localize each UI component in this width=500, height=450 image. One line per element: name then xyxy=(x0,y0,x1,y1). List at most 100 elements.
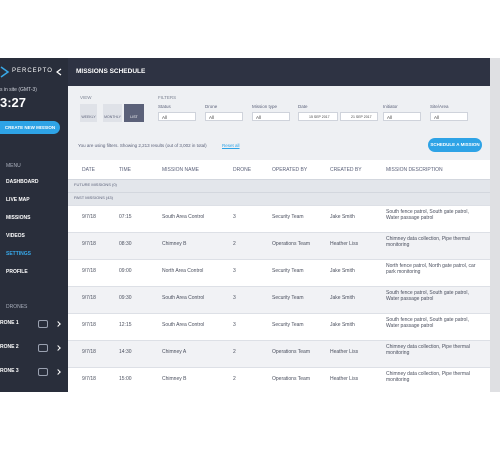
table-row[interactable] xyxy=(68,340,490,368)
table-cell: Operations Team xyxy=(272,241,310,247)
drone-icon xyxy=(38,344,48,352)
table-cell: 9/7/18 xyxy=(82,322,96,328)
table-cell: South Area Control xyxy=(162,214,205,220)
column-header: OPERATED BY xyxy=(272,167,308,173)
table-cell: Jake Smith xyxy=(330,295,355,301)
menu-item[interactable]: DASHBOARD xyxy=(6,179,39,185)
table-cell: Jake Smith xyxy=(330,268,355,274)
sidebar xyxy=(0,58,68,392)
drone-item[interactable]: RONE 2 xyxy=(0,344,19,350)
table-cell: 9/7/18 xyxy=(82,349,96,355)
group-label: FUTURE MISSIONS (0) xyxy=(74,182,117,187)
clock: 3:27 xyxy=(0,95,27,110)
group-row xyxy=(68,179,490,193)
table-cell: South Area Control xyxy=(162,322,205,328)
page-title: MISSIONS SCHEDULE xyxy=(76,68,146,75)
menu-item[interactable]: MISSIONS xyxy=(6,215,31,221)
table-cell: 09:00 xyxy=(119,268,132,274)
menu-item[interactable]: SETTINGS xyxy=(6,251,32,257)
filter-label: Site/Area xyxy=(430,104,449,109)
table-cell: 9/7/18 xyxy=(82,268,96,274)
table-cell: 9/7/18 xyxy=(82,214,96,220)
drone-item[interactable]: RONE 1 xyxy=(0,320,19,326)
table-cell: 12:15 xyxy=(119,322,132,328)
column-header: DATE xyxy=(82,167,95,173)
mission-description: Chimney data collection, Pipe thermal mo… xyxy=(386,236,470,248)
schedule-mission-button[interactable]: SCHEDULE A MISSION xyxy=(428,138,482,152)
drone-icon xyxy=(38,368,48,376)
table-cell: North Area Control xyxy=(162,268,204,274)
table-cell: South Area Control xyxy=(162,295,205,301)
table-cell: 2 xyxy=(233,241,236,247)
table-cell: Heather Liss xyxy=(330,349,359,355)
column-header: DRONE xyxy=(233,167,252,173)
table-cell: 07:15 xyxy=(119,214,132,220)
table-cell: Operations Team xyxy=(272,349,310,355)
group-label: PAST MISSIONS (43) xyxy=(74,195,113,200)
table-cell: 3 xyxy=(233,268,236,274)
column-header: MISSION NAME xyxy=(162,167,199,173)
table-cell: 14:30 xyxy=(119,349,132,355)
filter-dropdown[interactable]: All xyxy=(252,112,290,121)
table-cell: 08:30 xyxy=(119,241,132,247)
date-from[interactable]: 15 SEP 2017 xyxy=(298,112,338,121)
timezone: s in site (GMT-3) xyxy=(0,87,37,93)
create-mission-button[interactable]: CREATE NEW MISSION xyxy=(0,121,60,134)
view-label: VIEW xyxy=(80,95,92,100)
table-cell: 3 xyxy=(233,214,236,220)
table-cell: Chimney B xyxy=(162,241,187,247)
filter-dropdown[interactable]: All xyxy=(430,112,468,121)
table-cell: 09:30 xyxy=(119,295,132,301)
filter-label: Date xyxy=(298,104,308,109)
view-option[interactable]: LIST xyxy=(124,104,144,122)
top-bar xyxy=(68,58,490,86)
drones-title: DRONES xyxy=(6,304,28,310)
filter-dropdown[interactable]: All xyxy=(158,112,196,121)
filter-label: Mission type xyxy=(252,104,278,109)
logo: PERCEPTO xyxy=(12,68,53,74)
filter-label: Drone xyxy=(205,104,218,109)
reset-link[interactable]: Reset all xyxy=(222,143,240,148)
filter-label: Status xyxy=(158,104,171,109)
menu-item[interactable]: PROFILE xyxy=(6,269,28,275)
table-row[interactable] xyxy=(68,313,490,341)
table-row[interactable] xyxy=(68,205,490,233)
filter-label: Initiator xyxy=(383,104,398,109)
table-row[interactable] xyxy=(68,367,490,395)
view-option[interactable]: MONTHLY xyxy=(103,104,122,122)
table-row[interactable] xyxy=(68,286,490,314)
view-option[interactable]: WEEKLY xyxy=(80,104,97,122)
table-cell: 2 xyxy=(233,376,236,382)
filter-dropdown[interactable]: All xyxy=(205,112,243,121)
mission-description: South fence patrol, South gate patrol, W… xyxy=(386,317,469,329)
table-cell: Security Team xyxy=(272,322,304,328)
menu-item[interactable]: VIDEOS xyxy=(6,233,25,239)
table-row[interactable] xyxy=(68,259,490,287)
results-text: You are using filters. Showing 2,213 res… xyxy=(78,143,207,148)
menu-item[interactable]: LIVE MAP xyxy=(6,197,30,203)
mission-description: South fence patrol, South gate patrol, W… xyxy=(386,209,469,221)
table-cell: Heather Liss xyxy=(330,241,359,247)
logo-icon xyxy=(0,66,10,78)
date-to[interactable]: 21 SEP 2017 xyxy=(340,112,378,121)
table-cell: Chimney A xyxy=(162,349,187,355)
table-cell: 9/7/18 xyxy=(82,295,96,301)
column-header: MISSION DESCRIPTION xyxy=(386,167,443,173)
filter-dropdown[interactable]: All xyxy=(383,112,421,121)
collapse-icon[interactable] xyxy=(56,68,62,76)
menu-title: MENU xyxy=(6,163,21,169)
table-cell: Jake Smith xyxy=(330,214,355,220)
table-cell: Operations Team xyxy=(272,376,310,382)
table-cell: 9/7/18 xyxy=(82,241,96,247)
mission-description: Chimney data collection, Pipe thermal mo… xyxy=(386,344,470,356)
table-cell: 15:00 xyxy=(119,376,132,382)
table-cell: Jake Smith xyxy=(330,322,355,328)
filters-label: FILTERS xyxy=(158,95,177,100)
table-cell: Chimney B xyxy=(162,376,187,382)
table-row[interactable] xyxy=(68,232,490,260)
column-header: TIME xyxy=(119,167,131,173)
mission-description: Chimney data collection, Pipe thermal mo… xyxy=(386,371,470,383)
right-strip xyxy=(490,58,500,392)
drone-item[interactable]: RONE 3 xyxy=(0,368,19,374)
